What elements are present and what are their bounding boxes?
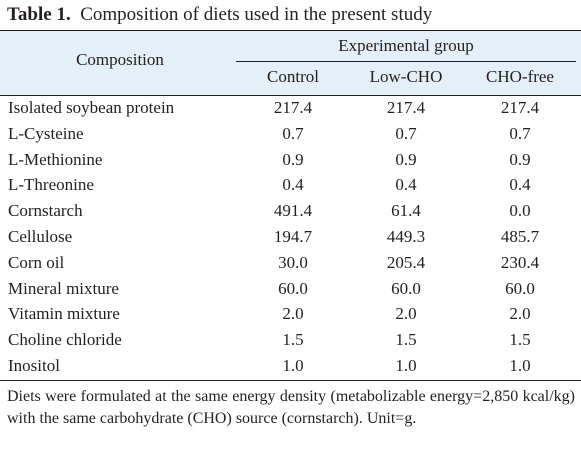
cell-cho-free: 60.0 bbox=[505, 278, 535, 298]
cell-control: 2.0 bbox=[282, 304, 304, 324]
table-footnote: Diets were formulated at the same energy… bbox=[7, 388, 575, 427]
cell-low-cho: 217.4 bbox=[386, 98, 426, 117]
cell-low-cho: 0.9 bbox=[395, 149, 417, 169]
cell-cho-free: 0.4 bbox=[509, 175, 531, 195]
row-name: Cellulose bbox=[8, 226, 73, 246]
cell-cho-free: 0.0 bbox=[509, 201, 531, 221]
cell-control: 194.7 bbox=[273, 226, 313, 246]
row-name: Corn oil bbox=[8, 252, 65, 272]
row-name: Mineral mixture bbox=[8, 278, 119, 298]
table-row: Corn oil 30.0 205.4 230.4 bbox=[0, 250, 581, 276]
cell-cho-free: 230.4 bbox=[500, 252, 540, 272]
header-cho-free: CHO-free bbox=[486, 67, 554, 86]
cell-control: 217.4 bbox=[273, 98, 313, 117]
cell-cho-free: 217.4 bbox=[500, 98, 540, 117]
cell-control: 30.0 bbox=[278, 252, 308, 272]
cell-low-cho: 1.0 bbox=[395, 355, 417, 375]
cell-control: 1.5 bbox=[282, 330, 304, 350]
table-row: Isolated soybean protein 217.4 217.4 217.4 bbox=[0, 95, 581, 121]
cell-cho-free: 1.5 bbox=[509, 330, 531, 350]
cell-cho-free: 1.0 bbox=[509, 355, 531, 375]
table-header bbox=[0, 30, 581, 96]
cell-control: 1.0 bbox=[282, 355, 304, 375]
cell-cho-free: 0.9 bbox=[509, 149, 531, 169]
cell-low-cho: 1.5 bbox=[395, 330, 417, 350]
table-row: L-Threonine 0.4 0.4 0.4 bbox=[0, 172, 581, 198]
table-row: Cornstarch 491.4 61.4 0.0 bbox=[0, 198, 581, 224]
table-caption: Table 1. Composition of diets used in th… bbox=[7, 1, 577, 28]
table-row: L-Methionine 0.9 0.9 0.9 bbox=[0, 147, 581, 173]
cell-low-cho: 205.4 bbox=[386, 252, 426, 272]
cell-cho-free: 0.7 bbox=[509, 123, 531, 143]
cell-control: 0.4 bbox=[282, 175, 304, 195]
header-control: Control bbox=[267, 67, 319, 86]
row-name: L-Cysteine bbox=[8, 123, 84, 143]
table-row: L-Cysteine 0.7 0.7 0.7 bbox=[0, 121, 581, 147]
header-experimental-group: Experimental group bbox=[338, 36, 474, 55]
row-name: Isolated soybean protein bbox=[8, 98, 175, 117]
table-label: Table 1. bbox=[7, 4, 71, 25]
cell-cho-free: 485.7 bbox=[500, 226, 540, 246]
table-row: Inositol 1.0 1.0 1.0 bbox=[0, 353, 581, 379]
row-name: Cornstarch bbox=[8, 201, 83, 221]
table-row: Vitamin mixture 2.0 2.0 2.0 bbox=[0, 301, 581, 327]
cell-control: 0.7 bbox=[282, 123, 304, 143]
table-row: Mineral mixture 60.0 60.0 60.0 bbox=[0, 276, 581, 302]
cell-low-cho: 449.3 bbox=[386, 226, 426, 246]
cell-low-cho: 2.0 bbox=[395, 304, 417, 324]
cell-low-cho: 60.0 bbox=[391, 278, 421, 298]
cell-control: 491.4 bbox=[273, 201, 313, 221]
table-row: Cellulose 194.7 449.3 485.7 bbox=[0, 224, 581, 250]
cell-control: 60.0 bbox=[278, 278, 308, 298]
table-row: Choline chloride 1.5 1.5 1.5 bbox=[0, 327, 581, 353]
cell-low-cho: 0.7 bbox=[395, 123, 417, 143]
header-low-cho: Low-CHO bbox=[369, 67, 443, 86]
table-title: Composition of diets used in the present… bbox=[80, 4, 433, 25]
group-header-rule bbox=[236, 61, 576, 62]
cell-low-cho: 61.4 bbox=[391, 201, 421, 221]
row-name: L-Methionine bbox=[8, 149, 103, 169]
table-bottom-rule bbox=[0, 380, 581, 381]
row-name: L-Threonine bbox=[8, 175, 94, 195]
header-composition: Composition bbox=[76, 50, 164, 69]
table-body: Isolated soybean protein 217.4 217.4 217.4 … bbox=[0, 95, 581, 379]
cell-low-cho: 0.4 bbox=[395, 175, 417, 195]
cell-cho-free: 2.0 bbox=[509, 304, 531, 324]
row-name: Choline chloride bbox=[8, 330, 122, 350]
row-name: Inositol bbox=[8, 355, 60, 375]
cell-control: 0.9 bbox=[282, 149, 304, 169]
row-name: Vitamin mixture bbox=[8, 304, 120, 324]
